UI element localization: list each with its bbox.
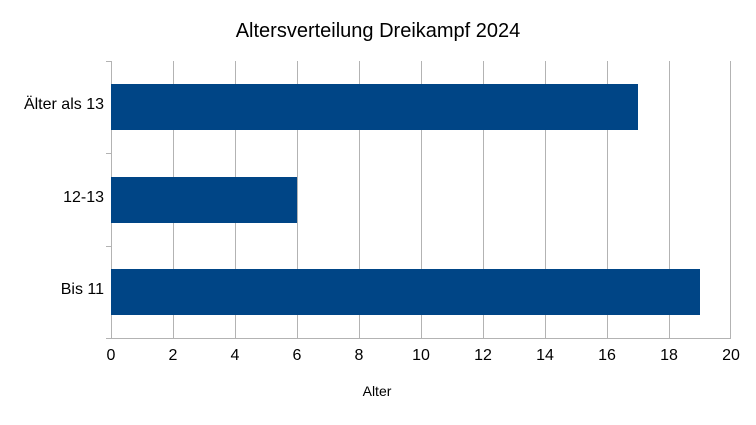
x-tick-label: 14 — [536, 347, 554, 364]
bar-12-13 — [111, 177, 297, 223]
gridline — [297, 61, 298, 339]
x-tick-label: 20 — [722, 347, 740, 364]
x-tick-label: 4 — [230, 347, 240, 364]
x-tick-label: 6 — [292, 347, 302, 364]
y-category-label: Bis 11 — [60, 281, 104, 298]
gridline — [421, 61, 422, 339]
y-category-label: 12-13 — [63, 189, 104, 206]
gridline — [359, 61, 360, 339]
gridline — [483, 61, 484, 339]
x-tick-label: 0 — [106, 347, 116, 364]
x-tick-label: 16 — [598, 347, 616, 364]
plot-area — [106, 61, 731, 339]
x-tick-label: 8 — [354, 347, 364, 364]
x-tick-label: 12 — [474, 347, 492, 364]
x-tick-label: 18 — [660, 347, 678, 364]
y-tick — [106, 246, 111, 247]
chart-title: Altersverteilung Dreikampf 2024 — [235, 20, 521, 42]
gridline — [607, 61, 608, 339]
bar-aelter-als-13 — [111, 84, 638, 130]
x-tick-label: 2 — [168, 347, 178, 364]
y-tick — [106, 153, 111, 154]
gridline — [545, 61, 546, 339]
y-tick — [106, 61, 111, 62]
x-axis-title: Alter — [362, 383, 392, 399]
bar-bis-11 — [111, 269, 700, 315]
y-category-label: Älter als 13 — [23, 96, 104, 113]
x-axis-line — [106, 338, 731, 339]
x-tick-label: 10 — [412, 347, 430, 364]
gridline — [730, 61, 731, 339]
gridline — [669, 61, 670, 339]
